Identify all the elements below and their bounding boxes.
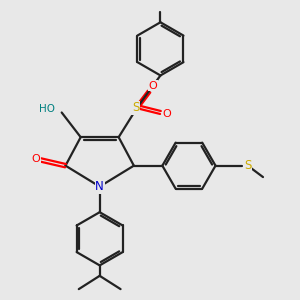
Text: O: O	[163, 110, 172, 119]
Text: HO: HO	[39, 104, 55, 114]
Text: S: S	[244, 159, 251, 172]
Text: S: S	[132, 101, 140, 114]
Text: O: O	[32, 154, 40, 164]
Text: N: N	[95, 180, 104, 193]
Text: O: O	[148, 81, 157, 91]
